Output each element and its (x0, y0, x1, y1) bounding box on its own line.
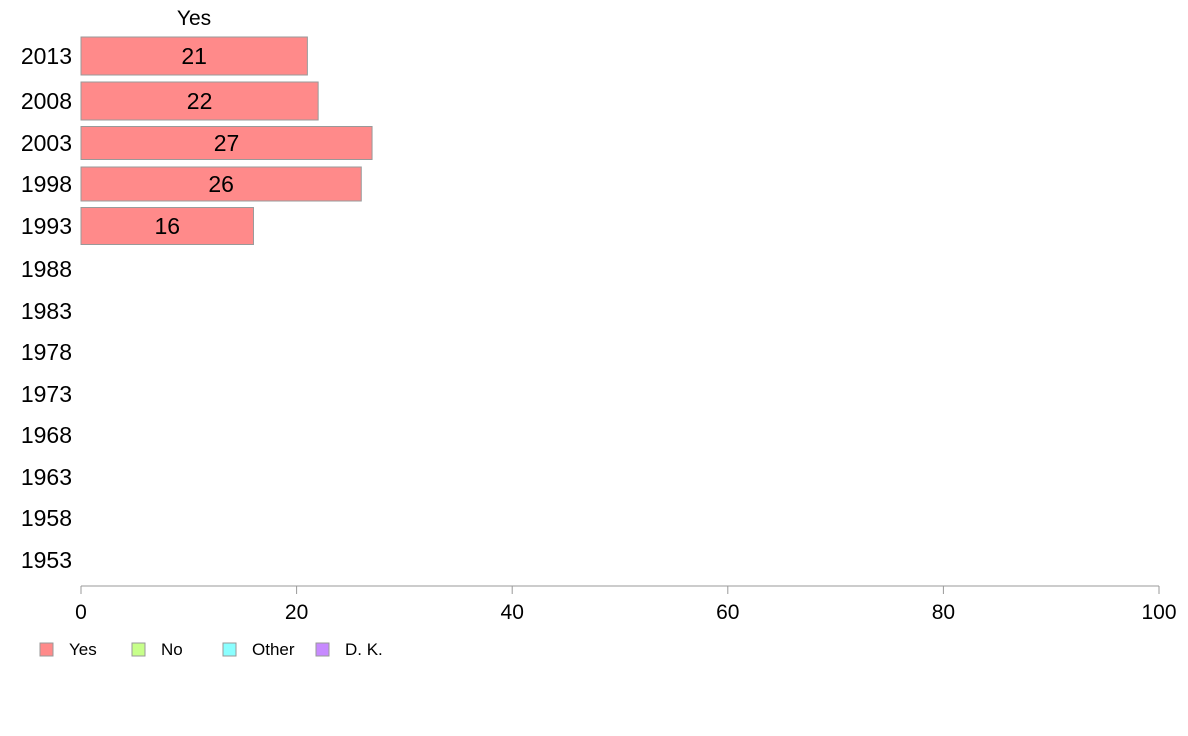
legend: Yes No Other D. K. (39, 640, 383, 659)
legend-label: D. K. (345, 640, 383, 659)
y-tick-label: 1998 (21, 171, 72, 197)
legend-swatch (39, 642, 54, 657)
bar (80, 207, 254, 245)
x-tick-label: 20 (285, 601, 308, 624)
y-tick-label: 1988 (21, 256, 72, 282)
y-tick-label: 1993 (21, 213, 72, 239)
bar (80, 126, 373, 160)
series-header: Yes (177, 7, 211, 30)
legend-swatch (315, 642, 330, 657)
x-tick-label: 40 (501, 601, 524, 624)
bar-value-label: 22 (187, 88, 213, 114)
bar-value-label: 27 (214, 130, 240, 156)
bar (80, 36, 308, 76)
y-axis-labels: 2013 2008 2003 1998 1993 1988 1983 1978 1973 1968… (21, 43, 72, 573)
x-tick-label: 80 (932, 601, 955, 624)
x-tick-label: 0 (75, 601, 87, 624)
y-tick-label: 2008 (21, 88, 72, 114)
y-tick-label: 1968 (21, 422, 72, 448)
legend-swatch (131, 642, 146, 657)
y-tick-label: 1973 (21, 381, 72, 407)
bar (80, 81, 319, 121)
x-tick-label: 60 (716, 601, 739, 624)
y-tick-label: 1963 (21, 464, 72, 490)
y-tick-label: 1983 (21, 298, 72, 324)
y-tick-label: 1958 (21, 505, 72, 531)
legend-label: Other (252, 640, 295, 659)
bar (80, 166, 362, 202)
x-tick-label: 100 (1141, 601, 1176, 624)
y-tick-label: 2003 (21, 130, 72, 156)
x-axis: 0 20 40 60 80 100 (75, 585, 1177, 624)
bar-value-label: 21 (181, 43, 207, 69)
bar-value-label: 26 (208, 171, 234, 197)
bar-value-label: 16 (154, 213, 180, 239)
y-tick-label: 1953 (21, 547, 72, 573)
y-tick-label: 2013 (21, 43, 72, 69)
legend-label: Yes (69, 640, 97, 659)
y-tick-label: 1978 (21, 339, 72, 365)
legend-label: No (161, 640, 183, 659)
legend-swatch (222, 642, 237, 657)
bars (80, 36, 373, 245)
